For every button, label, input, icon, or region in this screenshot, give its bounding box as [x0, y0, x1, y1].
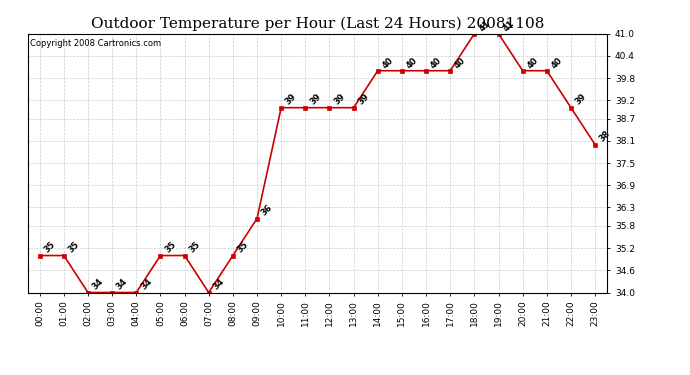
Text: Copyright 2008 Cartronics.com: Copyright 2008 Cartronics.com — [30, 39, 161, 48]
Text: 35: 35 — [188, 240, 202, 255]
Text: 39: 39 — [284, 92, 299, 107]
Text: 34: 34 — [115, 277, 130, 292]
Text: 35: 35 — [67, 240, 81, 255]
Text: 40: 40 — [453, 56, 468, 70]
Text: 40: 40 — [405, 56, 420, 70]
Text: 41: 41 — [502, 18, 516, 33]
Text: 38: 38 — [598, 129, 613, 144]
Text: 40: 40 — [526, 56, 540, 70]
Text: 39: 39 — [357, 92, 371, 107]
Text: 35: 35 — [236, 240, 250, 255]
Text: 34: 34 — [91, 277, 106, 292]
Text: 39: 39 — [333, 92, 347, 107]
Text: 40: 40 — [381, 56, 395, 70]
Text: 41: 41 — [477, 18, 492, 33]
Text: 39: 39 — [308, 92, 323, 107]
Text: 39: 39 — [574, 92, 589, 107]
Text: 36: 36 — [260, 203, 275, 218]
Text: 34: 34 — [139, 277, 154, 292]
Text: 40: 40 — [429, 56, 444, 70]
Text: 40: 40 — [550, 56, 564, 70]
Text: 34: 34 — [212, 277, 226, 292]
Text: 35: 35 — [43, 240, 57, 255]
Title: Outdoor Temperature per Hour (Last 24 Hours) 20081108: Outdoor Temperature per Hour (Last 24 Ho… — [90, 17, 544, 31]
Text: 35: 35 — [164, 240, 178, 255]
